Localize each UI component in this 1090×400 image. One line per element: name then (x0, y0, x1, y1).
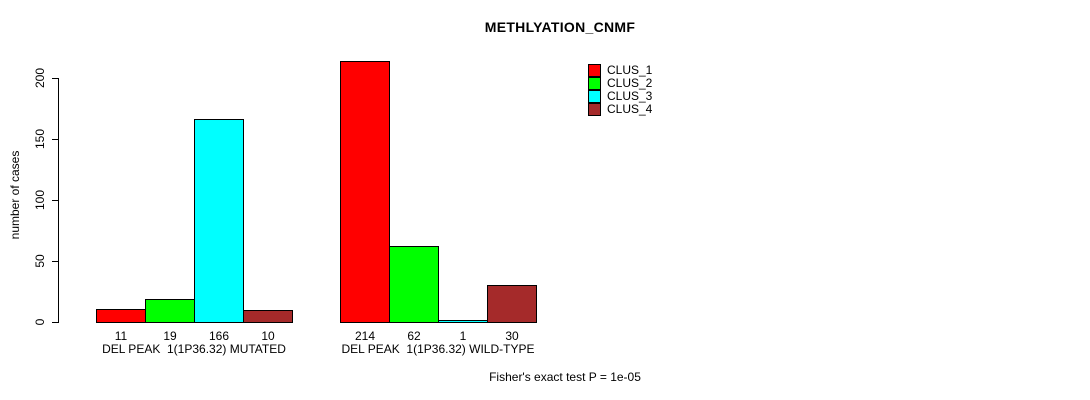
bar-clus_3-group1 (194, 119, 244, 323)
legend-label: CLUS_3 (607, 89, 653, 103)
legend-swatch-clus_3 (588, 90, 601, 103)
y-tick-mark (52, 261, 59, 262)
category-label-group2: DEL PEAK 1(1P36.32) WILD-TYPE (341, 342, 535, 356)
legend-swatch-clus_2 (588, 77, 601, 90)
bar-value-label: 11 (114, 329, 128, 343)
legend-swatch-clus_1 (588, 64, 601, 77)
y-tick-label: 150 (33, 128, 47, 150)
y-tick-mark (52, 139, 59, 140)
legend-item-clus_3: CLUS_3 (588, 90, 652, 103)
legend-item-clus_4: CLUS_4 (588, 103, 652, 116)
legend-item-clus_1: CLUS_1 (588, 64, 652, 77)
y-tick-label: 200 (33, 67, 47, 89)
chart-title: METHLYATION_CNMF (484, 19, 636, 35)
bar-clus_4-group1 (243, 310, 293, 323)
bar-clus_1-group2 (340, 61, 390, 323)
category-label-group1: DEL PEAK 1(1P36.32) MUTATED (102, 342, 286, 356)
bar-value-label: 10 (261, 329, 275, 343)
y-tick-mark (52, 78, 59, 79)
bar-clus_2-group2 (389, 246, 439, 323)
bar-value-label: 30 (505, 329, 519, 343)
legend-swatch-clus_4 (588, 103, 601, 116)
bar-clus_2-group1 (145, 299, 195, 323)
fisher-test-annotation: Fisher's exact test P = 1e-05 (489, 370, 641, 384)
legend-item-clus_2: CLUS_2 (588, 77, 652, 90)
y-tick-label: 0 (33, 318, 47, 326)
y-tick-label: 50 (33, 254, 47, 268)
bar-value-label: 1 (459, 329, 467, 343)
bar-clus_1-group1 (96, 309, 146, 323)
y-tick-mark (52, 322, 59, 323)
y-tick-label: 100 (33, 189, 47, 211)
bar-clus_4-group2 (487, 285, 537, 323)
legend-label: CLUS_4 (607, 102, 653, 116)
legend-label: CLUS_1 (607, 63, 653, 77)
y-axis-label: number of cases (8, 150, 22, 240)
bar-value-label: 214 (354, 329, 376, 343)
bar-value-label: 62 (407, 329, 421, 343)
legend: CLUS_1 CLUS_2 CLUS_3 CLUS_4 (588, 64, 652, 116)
bar-value-label: 19 (163, 329, 177, 343)
bar-clus_3-group2 (438, 320, 488, 323)
y-tick-mark (52, 200, 59, 201)
legend-label: CLUS_2 (607, 76, 653, 90)
bar-value-label: 166 (208, 329, 230, 343)
